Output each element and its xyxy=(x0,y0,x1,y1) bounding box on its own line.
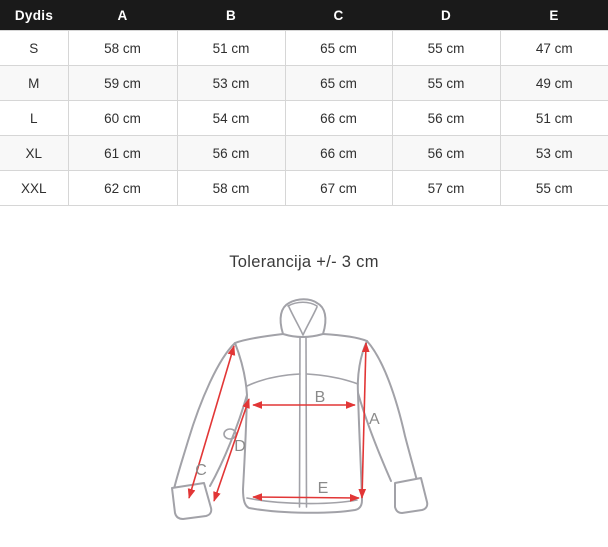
measurement-cell: 65 cm xyxy=(284,65,393,101)
arrow-e-hem-width xyxy=(252,493,360,502)
header-row: Dydis A B C D E xyxy=(0,0,608,31)
measurement-cell: 59 cm xyxy=(67,65,178,101)
table-row-l: L 60 cm 54 cm 66 cm 56 cm 51 cm xyxy=(0,100,608,136)
size-label: L xyxy=(0,100,69,136)
diagram-label-b: B xyxy=(315,389,326,406)
diagram-label-d: D xyxy=(234,438,246,455)
size-label: XL xyxy=(0,135,69,171)
measurement-cell: 54 cm xyxy=(176,100,286,136)
size-label: XXL xyxy=(0,170,69,206)
measurement-cell: 55 cm xyxy=(499,170,608,206)
measurement-cell: 55 cm xyxy=(391,30,501,66)
size-table: Dydis A B C D E S 58 cm 51 cm 65 cm 55 c… xyxy=(0,0,608,206)
measurement-cell: 56 cm xyxy=(391,135,501,171)
measurement-cell: 57 cm xyxy=(391,170,501,206)
diagram-label-a: A xyxy=(369,411,380,428)
jacket-collar xyxy=(279,298,327,338)
size-label: S xyxy=(0,30,69,66)
jacket-collar-opening xyxy=(288,306,318,336)
measurement-cell: 58 cm xyxy=(176,170,286,206)
measurement-cell: 51 cm xyxy=(499,100,608,136)
arrow-c-sleeve-outer xyxy=(187,345,236,499)
diagram-label-c: C xyxy=(195,462,207,479)
measurement-cell: 53 cm xyxy=(176,65,286,101)
jacket-body-outline xyxy=(234,333,368,514)
measurement-cell: 49 cm xyxy=(499,65,608,101)
arrow-a-body-length xyxy=(358,342,370,499)
column-header-a: A xyxy=(68,0,177,31)
jacket-right-cuff xyxy=(394,477,429,514)
measurement-cell: 61 cm xyxy=(67,135,178,171)
jacket-zipper xyxy=(298,336,308,508)
table-row-xl: XL 61 cm 56 cm 66 cm 56 cm 53 cm xyxy=(0,135,608,171)
size-table-body: S 58 cm 51 cm 65 cm 55 cm 47 cm M 59 cm … xyxy=(0,30,608,206)
tolerance-note: Tolerancija +/- 3 cm xyxy=(229,253,379,271)
measurement-cell: 47 cm xyxy=(499,30,608,66)
measurement-cell: 66 cm xyxy=(284,100,393,136)
jacket-hem-seam xyxy=(246,497,358,505)
measurement-cell: 60 cm xyxy=(67,100,178,136)
measurement-cell: 62 cm xyxy=(67,170,178,206)
measurement-cell: 65 cm xyxy=(284,30,393,66)
measurement-cell: 53 cm xyxy=(499,135,608,171)
jacket-measurement-diagram: A B C D E xyxy=(171,298,429,520)
table-row-m: M 59 cm 53 cm 65 cm 55 cm 49 cm xyxy=(0,65,608,101)
column-header-d: D xyxy=(392,0,500,31)
measurement-cell: 58 cm xyxy=(67,30,178,66)
jacket-right-sleeve-outline xyxy=(366,340,419,486)
jacket-collar-inner-edge xyxy=(287,301,318,307)
table-row-s: S 58 cm 51 cm 65 cm 55 cm 47 cm xyxy=(0,30,608,66)
arrow-d-sleeve-inner xyxy=(213,398,250,502)
column-header-e: E xyxy=(500,0,608,31)
jacket-yoke-seam xyxy=(246,373,359,387)
measurement-cell: 55 cm xyxy=(391,65,501,101)
table-row-xxl: XXL 62 cm 58 cm 67 cm 57 cm 55 cm xyxy=(0,170,608,206)
measurement-cell: 66 cm xyxy=(284,135,393,171)
measurement-cell: 51 cm xyxy=(176,30,286,66)
measurement-cell: 67 cm xyxy=(284,170,393,206)
measurement-cell: 56 cm xyxy=(391,100,501,136)
size-label: M xyxy=(0,65,69,101)
diagram-label-e: E xyxy=(318,480,329,497)
measurement-cell: 56 cm xyxy=(176,135,286,171)
column-header-size: Dydis xyxy=(0,0,68,31)
size-table-header: Dydis A B C D E xyxy=(0,0,608,31)
column-header-c: C xyxy=(285,0,392,31)
column-header-b: B xyxy=(177,0,285,31)
